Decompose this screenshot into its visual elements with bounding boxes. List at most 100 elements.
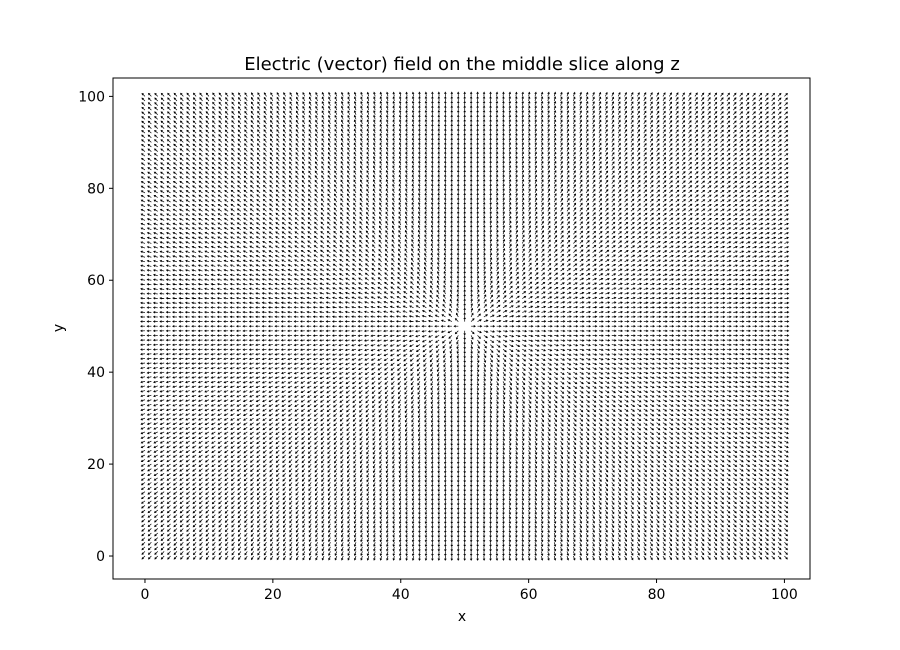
vector-arrow	[444, 500, 447, 506]
vector-arrow	[423, 271, 427, 276]
vector-arrow	[275, 208, 280, 212]
vector-arrow	[353, 142, 357, 148]
vector-arrow	[173, 500, 178, 505]
vector-arrow	[255, 282, 261, 286]
vector-arrow	[231, 505, 235, 510]
vector-arrow	[366, 202, 370, 207]
vector-arrow	[397, 272, 402, 276]
vector-arrow	[268, 273, 273, 276]
vector-arrow	[210, 301, 216, 305]
vector-arrow	[385, 473, 389, 478]
vector-arrow	[178, 301, 184, 305]
vector-arrow	[295, 454, 299, 459]
vector-arrow	[424, 160, 428, 166]
vector-arrow	[223, 255, 229, 258]
vector-arrow	[166, 157, 171, 162]
vector-arrow	[204, 390, 210, 393]
vector-arrow	[191, 241, 197, 244]
vector-arrow	[411, 220, 414, 226]
vector-arrow	[211, 422, 216, 426]
vector-arrow	[376, 329, 382, 333]
vector-arrow	[146, 399, 152, 402]
vector-arrow	[140, 422, 146, 425]
vector-arrow	[242, 245, 248, 249]
vector-arrow	[450, 533, 454, 538]
vector-arrow	[405, 468, 408, 474]
vector-arrow	[204, 194, 210, 198]
vector-arrow	[295, 532, 299, 538]
vector-arrow	[398, 459, 402, 465]
vector-arrow	[146, 408, 152, 412]
vector-arrow	[391, 253, 395, 258]
vector-arrow	[339, 249, 344, 253]
vector-arrow	[379, 482, 382, 488]
vector-arrow	[160, 185, 165, 189]
vector-arrow	[172, 417, 178, 421]
vector-arrow	[300, 245, 306, 249]
vector-arrow	[250, 129, 254, 134]
vector-arrow	[256, 152, 261, 157]
vector-arrow	[447, 324, 452, 328]
vector-arrow	[308, 500, 312, 505]
vector-arrow	[269, 482, 274, 487]
vector-arrow	[319, 310, 325, 314]
vector-arrow	[345, 376, 350, 380]
vector-arrow	[437, 555, 441, 561]
vector-arrow	[173, 143, 178, 148]
vector-arrow	[257, 514, 261, 519]
vector-arrow	[216, 362, 222, 365]
vector-arrow	[295, 161, 299, 166]
vector-arrow	[230, 199, 235, 203]
vector-arrow	[307, 404, 312, 408]
vector-arrow	[185, 213, 190, 217]
vector-arrow	[184, 283, 190, 286]
vector-arrow	[345, 249, 350, 253]
vector-arrow	[236, 413, 242, 416]
vector-arrow	[334, 459, 338, 464]
vector-arrow	[295, 156, 299, 161]
vector-arrow	[424, 206, 427, 212]
vector-arrow	[179, 528, 184, 532]
vector-arrow	[236, 436, 242, 440]
vector-arrow	[147, 134, 152, 139]
vector-arrow	[365, 230, 370, 235]
vector-arrow	[186, 92, 190, 97]
vector-arrow	[141, 116, 146, 120]
vector-arrow	[166, 204, 171, 208]
vector-arrow	[384, 367, 389, 371]
vector-arrow	[307, 245, 312, 249]
vector-arrow	[269, 477, 274, 482]
vector-arrow	[243, 422, 248, 426]
vector-arrow	[306, 339, 312, 342]
vector-arrow	[173, 134, 178, 139]
vector-arrow	[443, 197, 447, 203]
vector-arrow	[353, 482, 357, 487]
vector-arrow	[334, 119, 338, 125]
vector-arrow	[288, 221, 293, 226]
vector-arrow	[308, 505, 312, 510]
vector-arrow	[224, 463, 229, 468]
vector-arrow	[353, 463, 357, 469]
vector-arrow	[267, 315, 273, 319]
vector-arrow	[224, 477, 229, 482]
vector-arrow	[391, 413, 395, 418]
vector-arrow	[146, 380, 152, 384]
vector-arrow	[276, 537, 280, 542]
vector-arrow	[159, 334, 165, 337]
vector-arrow	[359, 179, 363, 184]
vector-arrow	[205, 473, 210, 477]
vector-arrow	[256, 180, 261, 184]
vector-arrow	[456, 505, 460, 511]
vector-arrow	[192, 500, 197, 505]
vector-arrow	[430, 215, 434, 221]
vector-arrow	[218, 143, 222, 148]
vector-arrow	[391, 225, 395, 230]
vector-arrow	[255, 394, 261, 398]
vector-arrow	[443, 289, 446, 295]
vector-arrow	[385, 440, 389, 446]
vector-arrow	[363, 320, 369, 323]
vector-arrow	[198, 241, 203, 244]
vector-arrow	[295, 175, 299, 180]
vector-arrow	[340, 110, 344, 115]
vector-arrow	[287, 408, 293, 412]
